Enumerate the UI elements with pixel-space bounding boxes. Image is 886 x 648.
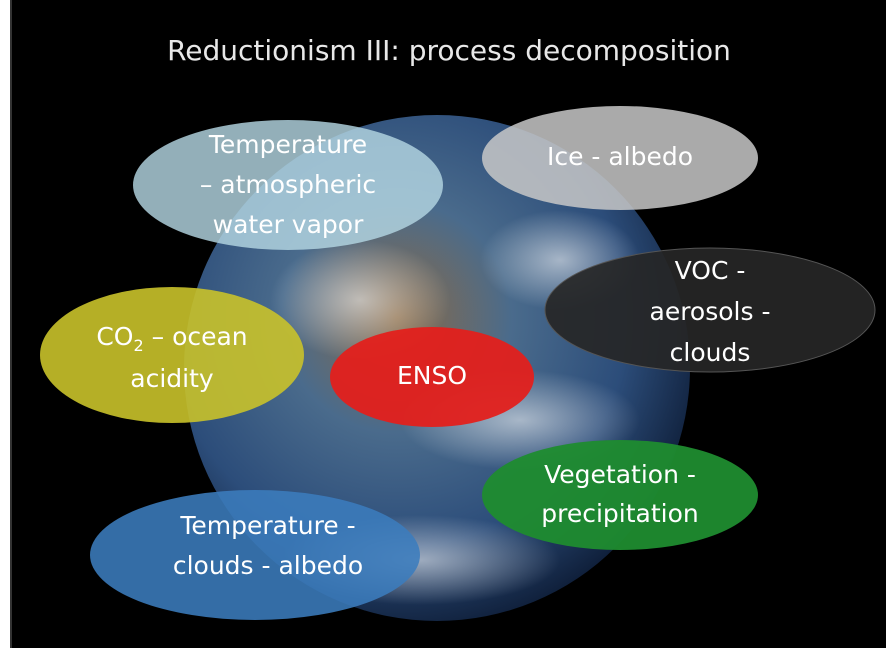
node-label: ENSO: [397, 361, 467, 390]
node-ellipse: [482, 440, 758, 550]
node-label: Temperature -: [179, 511, 355, 540]
node-label: Temperature: [208, 130, 367, 159]
node-label: water vapor: [213, 210, 364, 239]
slide-title: Reductionism III: process decomposition: [167, 34, 731, 67]
node-label: – atmospheric: [200, 170, 376, 199]
node-ellipse: [544, 247, 876, 373]
node-ellipse: [40, 287, 304, 423]
node-label-subscript: 2: [133, 336, 143, 355]
node-ellipse: [330, 327, 534, 427]
node-ellipse: [90, 490, 420, 620]
node-label-part: CO: [96, 322, 133, 351]
node-label: clouds - albedo: [173, 551, 363, 580]
node-label: Ice - albedo: [547, 142, 693, 171]
node-label: clouds: [670, 338, 751, 367]
node-label: precipitation: [541, 499, 699, 528]
node-ellipse: [482, 106, 758, 210]
node-ellipse: [133, 120, 443, 250]
node-label: CO2 – ocean: [96, 322, 247, 355]
node-label: aerosols -: [650, 297, 771, 326]
node-label: acidity: [130, 364, 214, 393]
node-label-part: – ocean: [144, 322, 248, 351]
node-label: Vegetation -: [544, 460, 696, 489]
node-label: VOC -: [675, 256, 746, 285]
